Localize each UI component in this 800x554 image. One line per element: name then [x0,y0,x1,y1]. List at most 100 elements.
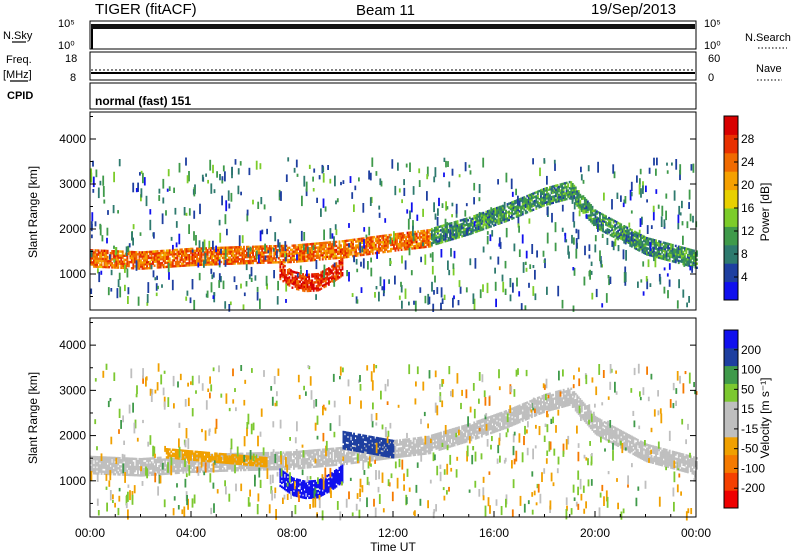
data-cell [126,461,129,464]
data-cell [632,244,635,247]
data-cell [636,240,639,243]
data-cell [458,236,460,239]
scatter-cell [451,168,454,176]
data-cell [118,457,121,460]
data-cell [177,463,180,466]
data-cell [243,256,245,259]
data-cell [118,469,121,472]
data-cell [550,202,553,205]
data-cell [385,236,388,239]
data-cell [506,219,509,222]
data-cell [182,467,185,470]
data-cell [344,249,347,253]
data-cell [282,465,285,469]
data-cell [609,229,612,233]
data-cell [617,238,620,241]
data-cell [605,231,607,234]
data-cell [593,221,595,225]
data-cell [521,213,524,216]
data-cell [326,278,329,281]
data-cell [353,252,356,256]
data-cell [106,255,109,259]
data-cell [586,206,589,209]
data-cell [93,470,95,473]
scatter-cell [404,260,407,270]
data-cell [694,254,697,257]
data-cell [577,196,580,199]
data-cell [474,228,477,231]
data-cell [290,273,292,276]
data-cell [367,252,370,256]
data-cell [412,245,415,248]
data-cell [268,247,271,250]
data-cell [270,259,273,262]
data-cell [180,262,183,265]
data-cell [135,255,138,258]
data-cell [659,248,662,252]
data-cell [371,250,374,253]
data-cell [179,264,182,268]
data-cell [90,259,92,262]
scatter-cell [525,267,528,272]
data-cell [162,249,165,253]
scatter-cell [142,172,144,184]
data-cell [459,227,462,230]
data-cell [199,261,201,264]
data-cell [603,220,606,223]
data-cell [561,191,564,194]
data-cell [214,250,217,254]
data-cell [150,467,153,470]
data-cell [221,250,224,253]
data-cell [318,258,321,261]
data-cell [658,240,660,243]
data-cell [320,279,323,282]
data-cell [177,250,180,253]
data-cell [477,227,480,230]
data-cell [652,240,654,244]
data-cell [299,245,301,249]
data-cell [218,248,221,252]
data-cell [370,240,373,243]
scatter-cell [102,175,105,186]
data-cell [271,466,274,469]
data-cell [632,235,635,239]
data-cell [341,257,344,261]
data-cell [546,203,548,206]
scatter-cell [605,293,608,303]
data-cell [97,460,100,463]
scatter-cell [146,302,149,306]
data-cell [237,248,239,251]
data-cell [94,253,97,256]
data-cell [102,249,104,252]
data-cell [111,464,114,468]
data-cell [526,199,529,202]
data-cell [311,259,314,262]
data-cell [152,252,154,255]
data-cell [185,471,188,474]
data-cell [209,253,212,256]
data-cell [141,468,144,471]
data-cell [540,199,542,202]
data-cell [268,245,271,248]
scatter-cell [110,269,113,276]
data-cell [458,229,460,233]
data-cell [486,212,489,215]
scatter-cell [127,245,130,253]
data-cell [602,229,604,233]
data-cell [220,455,223,458]
data-cell [520,205,523,208]
data-cell [503,218,506,221]
data-cell [106,251,109,255]
data-cell [421,240,424,243]
data-cell [176,256,179,260]
data-cell [130,252,133,256]
data-cell [118,459,121,462]
data-cell [400,244,403,247]
data-cell [417,236,420,239]
data-cell [164,261,167,265]
data-cell [682,258,685,262]
data-cell [193,261,195,265]
data-cell [623,231,626,234]
data-cell [209,257,212,260]
data-cell [452,231,454,235]
